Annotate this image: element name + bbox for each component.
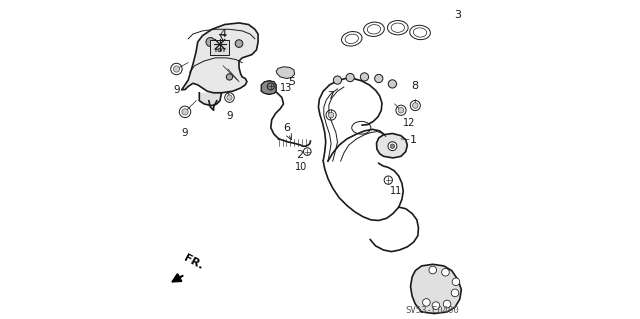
Text: 11: 11 xyxy=(390,186,403,196)
Circle shape xyxy=(388,142,397,151)
Text: 1: 1 xyxy=(410,136,417,145)
Circle shape xyxy=(413,103,418,108)
Circle shape xyxy=(390,144,395,148)
Circle shape xyxy=(374,74,383,83)
Circle shape xyxy=(429,266,436,274)
Polygon shape xyxy=(261,81,276,94)
Circle shape xyxy=(442,269,449,276)
Circle shape xyxy=(182,109,188,115)
Text: 10: 10 xyxy=(295,162,307,173)
Polygon shape xyxy=(182,23,258,93)
Polygon shape xyxy=(376,133,407,158)
Circle shape xyxy=(328,112,334,118)
Circle shape xyxy=(422,299,430,306)
Circle shape xyxy=(432,302,440,309)
Text: 12: 12 xyxy=(403,118,415,128)
Polygon shape xyxy=(410,264,461,314)
Circle shape xyxy=(333,76,342,84)
Text: 6: 6 xyxy=(283,123,290,133)
Text: 9: 9 xyxy=(173,85,180,95)
Text: 13: 13 xyxy=(280,83,292,93)
FancyBboxPatch shape xyxy=(211,41,230,55)
Text: 7: 7 xyxy=(328,91,335,101)
Text: 4: 4 xyxy=(220,29,227,39)
Text: 2: 2 xyxy=(296,150,303,160)
Circle shape xyxy=(388,80,397,88)
Text: 8: 8 xyxy=(412,81,419,92)
Text: 9: 9 xyxy=(182,128,188,137)
Circle shape xyxy=(444,300,451,308)
Circle shape xyxy=(360,73,369,81)
Circle shape xyxy=(173,66,180,72)
Circle shape xyxy=(452,278,460,286)
Circle shape xyxy=(227,95,232,100)
Text: HOT: HOT xyxy=(214,48,226,53)
Text: SV53-E0400: SV53-E0400 xyxy=(406,306,460,315)
Text: FR.: FR. xyxy=(182,253,205,271)
Text: 3: 3 xyxy=(454,10,461,20)
Circle shape xyxy=(451,289,459,297)
Polygon shape xyxy=(276,67,294,78)
Circle shape xyxy=(227,74,233,80)
Circle shape xyxy=(235,40,243,48)
Circle shape xyxy=(398,108,404,113)
Polygon shape xyxy=(199,93,221,106)
Circle shape xyxy=(206,38,215,47)
Text: 9: 9 xyxy=(226,111,233,121)
Circle shape xyxy=(346,73,355,82)
Text: 5: 5 xyxy=(288,77,295,87)
